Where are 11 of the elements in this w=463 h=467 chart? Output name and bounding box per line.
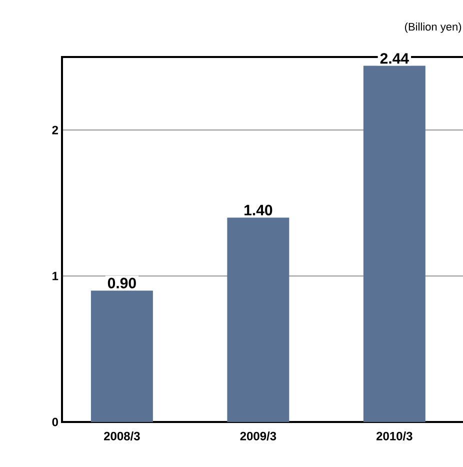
x-tick-label: 2010/3 (376, 432, 412, 440)
text: (Billion yen) (405, 22, 462, 33)
data-label: 0.90 (108, 278, 136, 288)
data-label: 2.44 (380, 53, 409, 64)
bar (90, 290, 153, 422)
y-tick-label: 0 (52, 418, 58, 426)
y-tick-label: 2 (52, 126, 58, 134)
x-tick-label: 2008/3 (104, 432, 140, 440)
y-tick-label: 1 (52, 272, 58, 280)
data-label: 1.40 (244, 204, 272, 216)
x-tick-label: 2009/3 (240, 432, 276, 440)
